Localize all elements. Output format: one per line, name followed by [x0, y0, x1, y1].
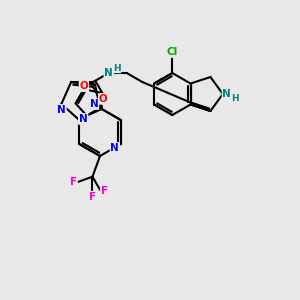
Text: N: N: [110, 143, 119, 153]
Text: O: O: [99, 94, 107, 104]
Text: F: F: [70, 177, 77, 187]
Text: N: N: [104, 68, 113, 78]
Text: O: O: [80, 81, 88, 91]
Text: F: F: [89, 192, 96, 202]
Text: N: N: [222, 89, 231, 99]
Text: N: N: [90, 99, 98, 109]
Text: F: F: [101, 185, 108, 196]
Text: N: N: [57, 105, 66, 115]
Text: Cl: Cl: [167, 47, 178, 57]
Text: H: H: [113, 64, 121, 73]
Text: H: H: [231, 94, 238, 103]
Text: N: N: [79, 114, 88, 124]
